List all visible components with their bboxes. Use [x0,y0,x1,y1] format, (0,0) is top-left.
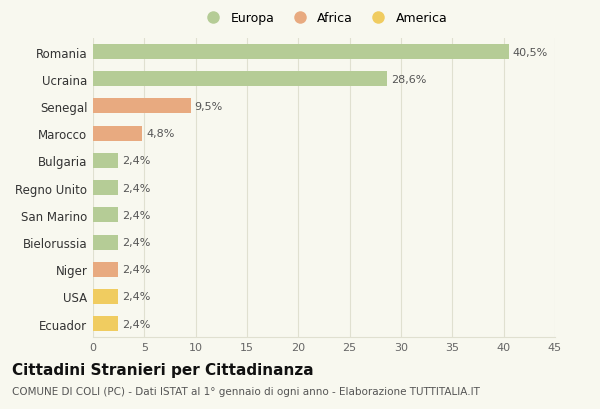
Text: 28,6%: 28,6% [391,74,426,85]
Bar [93,153,118,169]
Bar [93,208,118,223]
Bar [93,289,118,304]
Text: 2,4%: 2,4% [122,210,150,220]
Bar [93,317,118,331]
Bar [93,181,118,196]
Bar [93,262,118,277]
Text: 2,4%: 2,4% [122,292,150,302]
Bar [93,99,191,114]
Text: 4,8%: 4,8% [146,129,175,139]
Bar [93,45,509,60]
Text: 9,5%: 9,5% [194,102,223,112]
Text: 2,4%: 2,4% [122,156,150,166]
Bar [93,235,118,250]
Bar [93,72,386,87]
Text: 2,4%: 2,4% [122,183,150,193]
Text: Cittadini Stranieri per Cittadinanza: Cittadini Stranieri per Cittadinanza [12,362,314,377]
Text: 40,5%: 40,5% [513,47,548,57]
Bar [93,126,142,142]
Text: 2,4%: 2,4% [122,238,150,247]
Legend: Europa, Africa, America: Europa, Africa, America [201,12,447,25]
Text: COMUNE DI COLI (PC) - Dati ISTAT al 1° gennaio di ogni anno - Elaborazione TUTTI: COMUNE DI COLI (PC) - Dati ISTAT al 1° g… [12,387,480,396]
Text: 2,4%: 2,4% [122,319,150,329]
Text: 2,4%: 2,4% [122,265,150,274]
